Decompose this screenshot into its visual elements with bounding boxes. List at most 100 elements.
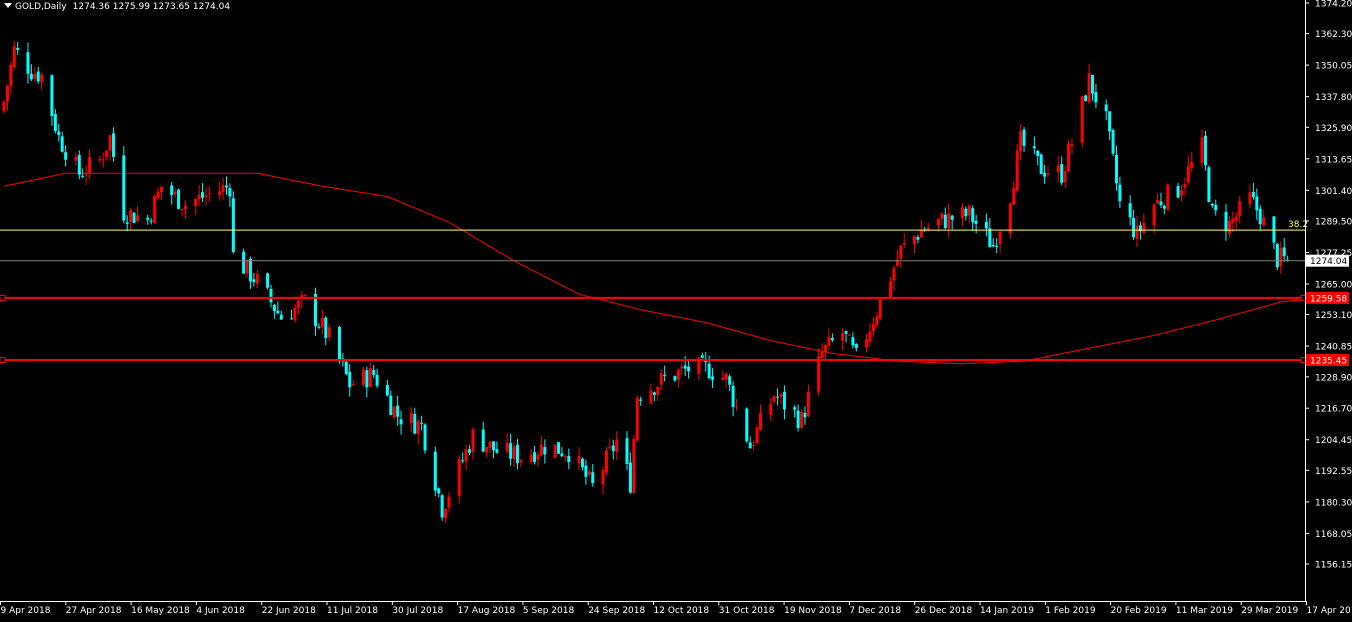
candle-body [892,268,896,281]
time-tick-label: 11 Jul 2018 [327,606,378,616]
candle-body [1128,203,1132,218]
chart-title-bar[interactable]: GOLD,Daily 1274.36 1275.99 1273.65 1274.0… [4,1,230,13]
candle [231,191,235,254]
candle [960,203,964,227]
candle-body [1200,137,1204,163]
candle [803,406,807,425]
candle [74,152,78,166]
candle-body [758,413,762,430]
time-tick-label: 29 Mar 2019 [1241,606,1298,616]
candle-body [204,195,208,197]
candle-body [375,374,379,386]
price-tick-label: 1168.05 [1315,530,1352,540]
candle-body [591,472,595,484]
candle-body [827,336,831,346]
candle [1008,202,1012,239]
candle-body [1008,203,1012,234]
candle-body [676,370,680,380]
price-tick-label: 1265.00 [1315,280,1352,290]
candle [159,186,163,200]
candle [279,310,283,320]
candle-body [1282,247,1286,257]
candle-body [88,157,92,173]
candle [608,438,612,450]
candle-body [875,316,879,326]
candle [153,194,157,224]
candle [2,100,6,114]
candle [324,316,328,346]
candle-body [440,495,444,518]
candle-body [988,228,992,248]
candle-body [1135,225,1139,239]
candle-body [865,339,869,348]
candle-body [471,429,475,452]
candle [680,363,684,375]
candle-body [156,191,160,199]
candle-body [293,307,297,321]
candle-body [1214,204,1218,211]
candle-body [779,394,783,397]
candle [557,441,561,454]
price-tick-label: 1180.30 [1315,498,1352,508]
candle [1111,128,1115,157]
candle [587,468,591,477]
time-tick-label: 22 Jun 2018 [262,606,316,616]
candle-body [1272,216,1276,243]
candle-body [26,52,30,74]
candle [776,388,780,406]
candle [1183,177,1187,196]
candle-body [943,214,947,229]
candle-body [878,299,882,319]
candle-body [889,281,893,297]
candle-body [611,445,615,452]
candle-body [536,454,540,460]
candle [1166,183,1170,212]
candle [779,393,783,405]
candle [385,379,389,397]
candle-body [361,369,365,385]
candle [420,415,424,431]
candle-body [218,191,222,196]
candle-body [960,207,964,219]
candle-body [967,205,971,216]
candle-body [824,345,828,352]
candle [173,188,177,199]
candle-body [1262,217,1266,226]
candle-body [584,465,588,477]
candle-body [830,337,834,341]
candle [923,226,927,232]
price-tick-label: 1337.80 [1315,93,1352,103]
candle-body [1275,244,1279,268]
candle-body [290,318,294,320]
candle [327,323,331,341]
candle [1231,211,1235,233]
candle [1091,74,1095,101]
candle [252,273,256,287]
candle [772,394,776,404]
price-tick-label: 1325.90 [1315,124,1352,134]
candle [1156,193,1160,205]
candle [77,150,81,180]
candle [800,408,804,430]
time-tick-label: 9 Apr 2018 [1,606,51,616]
candle [919,219,923,238]
candle-body [871,324,875,332]
candle [437,487,441,498]
candle-body [560,453,564,457]
dropdown-triangle-icon[interactable] [4,3,12,8]
candle-body [413,413,417,434]
candle [1019,123,1023,161]
candle-body [372,369,376,375]
candle [1248,184,1252,208]
candle [604,447,608,476]
candle-body [936,219,940,226]
candle [1084,94,1088,102]
candle [1279,241,1283,275]
candle-body [1080,95,1084,143]
candle [875,312,879,329]
candle-body [337,326,341,360]
candle-body [796,410,800,429]
candle [375,368,379,389]
candle [519,458,523,468]
